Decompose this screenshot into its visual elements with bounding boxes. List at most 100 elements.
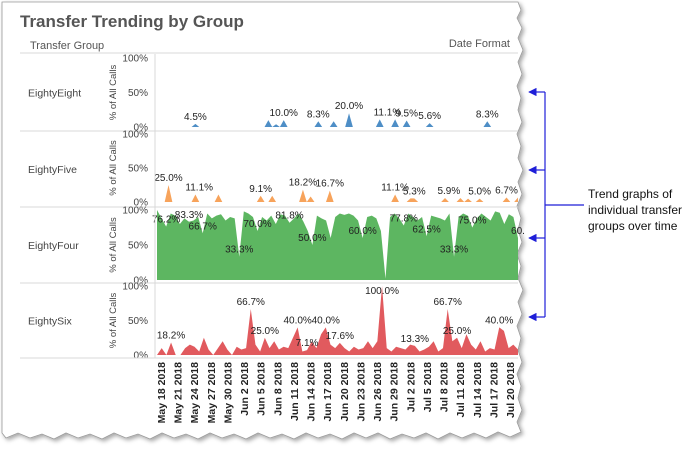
area-eightyfour: [157, 210, 518, 280]
y-tick-label: 0%: [134, 198, 149, 209]
data-label: 60.0%: [348, 226, 376, 237]
data-label: 5.3%: [403, 186, 426, 197]
y-tick-label: 0%: [134, 123, 149, 134]
data-label: 9.5%: [395, 108, 418, 119]
data-label: 75.0%: [458, 216, 486, 227]
x-tick-label: Jul 17 2018: [488, 362, 500, 418]
data-label: 66.7%: [189, 221, 217, 232]
callout-annotation: Trend graphs of individual transfer grou…: [528, 87, 682, 322]
x-tick-label: Jul 14 2018: [472, 362, 484, 418]
x-axis: May 18 2018 May 21 2018 May 24 2018 May 27 …: [156, 362, 517, 423]
chart-title: Transfer Trending by Group: [20, 12, 244, 31]
date-format-header[interactable]: Date Format: [449, 38, 510, 50]
data-label: 40.0%: [485, 315, 513, 326]
x-tick-label: May 24 2018: [189, 362, 201, 423]
data-label: 20.0%: [335, 101, 363, 112]
y-tick-label: 100%: [122, 130, 148, 141]
data-label: 16.7%: [316, 179, 344, 190]
x-tick-label: Jul 5 2018: [422, 362, 434, 412]
y-tick-label: 50%: [128, 316, 148, 327]
panel-eightyfive: EightyFive% of All Calls100%50%0%25.0%11…: [20, 130, 518, 209]
y-tick-label: 100%: [122, 54, 148, 65]
data-label: 66.7%: [237, 297, 265, 308]
x-tick-label: May 30 2018: [223, 362, 235, 423]
x-tick-label: Jun 29 2018: [389, 362, 401, 422]
data-label: 11.1%: [381, 182, 409, 193]
area-eightysix: [157, 286, 518, 355]
data-label: 5.0%: [468, 187, 491, 198]
y-axis-title: % of All Calls: [108, 65, 119, 121]
callout-text-line-2: individual transfer: [588, 203, 682, 217]
data-label: 11.1%: [185, 182, 213, 193]
data-label: 4.5%: [184, 112, 207, 123]
data-label: 77.8%: [390, 214, 418, 225]
data-label: 17.6%: [326, 331, 354, 342]
y-tick-label: 100%: [122, 206, 148, 217]
area-eightyfive: [157, 185, 518, 202]
data-label: 60.: [511, 226, 525, 237]
group-label-eightyfive: EightyFive: [28, 164, 77, 176]
y-tick-label: 50%: [128, 88, 148, 99]
data-label: 33.3%: [225, 245, 253, 256]
data-label: 5.6%: [418, 111, 441, 122]
data-label: 70.0%: [243, 219, 271, 230]
y-tick-label: 50%: [128, 164, 148, 175]
x-tick-label: Jun 8 2018: [272, 362, 284, 416]
x-tick-label: Jun 5 2018: [256, 362, 268, 416]
x-tick-label: Jul 2 2018: [405, 362, 417, 412]
y-axis-title: % of All Calls: [108, 217, 119, 273]
data-label: 62.5%: [412, 224, 440, 235]
data-label: 33.3%: [440, 245, 468, 256]
data-label: 8.3%: [307, 109, 330, 120]
data-label: 40.0%: [312, 315, 340, 326]
x-tick-label: Jun 2 2018: [239, 362, 251, 416]
x-tick-label: Jun 14 2018: [306, 362, 318, 422]
x-tick-label: Jun 11 2018: [289, 362, 301, 421]
data-label: 25.0%: [154, 173, 182, 184]
callout-text-line-1: Trend graphs of: [588, 187, 673, 201]
y-tick-label: 100%: [122, 282, 148, 293]
callout-text-line-3: groups over time: [588, 219, 678, 233]
data-label: 40.0%: [283, 315, 311, 326]
x-tick-label: Jun 17 2018: [322, 362, 334, 422]
data-label: 18.2%: [289, 178, 317, 189]
data-label: 11.1%: [374, 107, 402, 118]
x-tick-label: Jun 20 2018: [339, 362, 351, 422]
x-tick-label: Jul 20 2018: [505, 362, 517, 418]
group-label-eightyeight: EightyEight: [28, 88, 81, 100]
data-label: 100.0%: [365, 286, 399, 297]
data-label: 5.9%: [437, 186, 460, 197]
data-label: 81.8%: [275, 211, 303, 222]
data-label: 7.1%: [296, 338, 319, 349]
y-tick-label: 0%: [134, 276, 149, 287]
x-tick-label: Jun 23 2018: [355, 362, 367, 422]
y-axis-title: % of All Calls: [108, 293, 119, 349]
y-axis-title: % of All Calls: [108, 140, 119, 196]
data-label: 18.2%: [157, 330, 185, 341]
y-tick-label: 50%: [128, 241, 148, 252]
data-label: 25.0%: [443, 326, 471, 337]
group-label-eightyfour: EightyFour: [28, 240, 79, 252]
data-label: 25.0%: [251, 326, 279, 337]
transfer-group-header: Transfer Group: [30, 40, 104, 52]
x-tick-label: Jul 8 2018: [439, 362, 451, 412]
x-tick-label: May 18 2018: [156, 362, 168, 423]
data-label: 8.3%: [476, 109, 499, 120]
data-label: 9.1%: [249, 184, 272, 195]
data-label: 83.3%: [175, 210, 203, 221]
x-tick-label: May 27 2018: [206, 362, 218, 423]
data-label: 50.0%: [298, 233, 326, 244]
x-tick-label: May 21 2018: [173, 362, 185, 423]
y-tick-label: 0%: [134, 351, 149, 362]
data-label: 66.7%: [433, 297, 461, 308]
data-label: 76.2%: [152, 215, 180, 226]
data-label: 10.0%: [270, 108, 298, 119]
x-tick-label: Jun 26 2018: [372, 362, 384, 422]
group-label-eightysix: EightySix: [28, 316, 73, 328]
data-label: 13.3%: [401, 334, 429, 345]
